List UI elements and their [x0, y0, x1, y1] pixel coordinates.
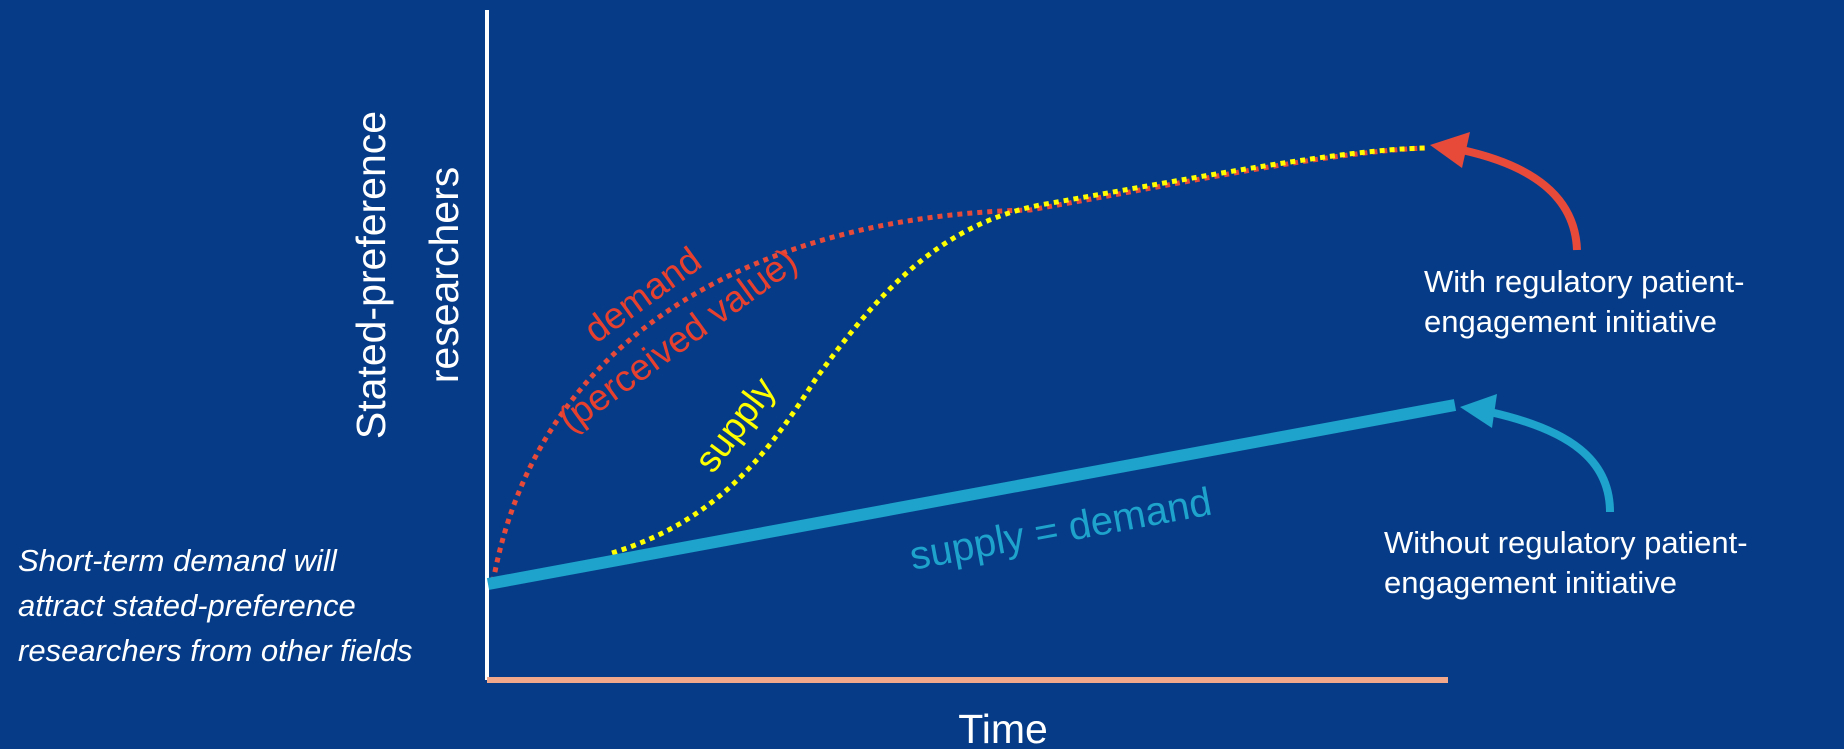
- with-initiative-label-line1: With regulatory patient-: [1424, 264, 1745, 299]
- supply-equals-demand-line: [486, 399, 1457, 590]
- y-axis-label-line1: Stated-preference: [348, 111, 394, 439]
- y-axis-label-line2: researchers: [421, 167, 467, 383]
- supply-curve: [611, 145, 1426, 556]
- with-initiative-label-line2: engagement initiative: [1424, 304, 1717, 339]
- with-initiative-arrowhead: [1430, 132, 1470, 168]
- without-initiative-arrow: [1489, 408, 1614, 513]
- without-initiative-label-line2: engagement initiative: [1384, 565, 1677, 600]
- with-initiative-arrow: [1461, 146, 1581, 251]
- without-initiative-arrowhead: [1460, 394, 1497, 428]
- supply-label: supply: [686, 369, 783, 479]
- with-initiative-label: With regulatory patient- engagement init…: [1424, 262, 1744, 342]
- side-note: Short-term demand will attract stated-pr…: [18, 543, 413, 668]
- without-initiative-label-line1: Without regulatory patient-: [1384, 525, 1748, 560]
- x-axis-label: Time: [958, 706, 1048, 749]
- without-initiative-label: Without regulatory patient- engagement i…: [1384, 523, 1748, 603]
